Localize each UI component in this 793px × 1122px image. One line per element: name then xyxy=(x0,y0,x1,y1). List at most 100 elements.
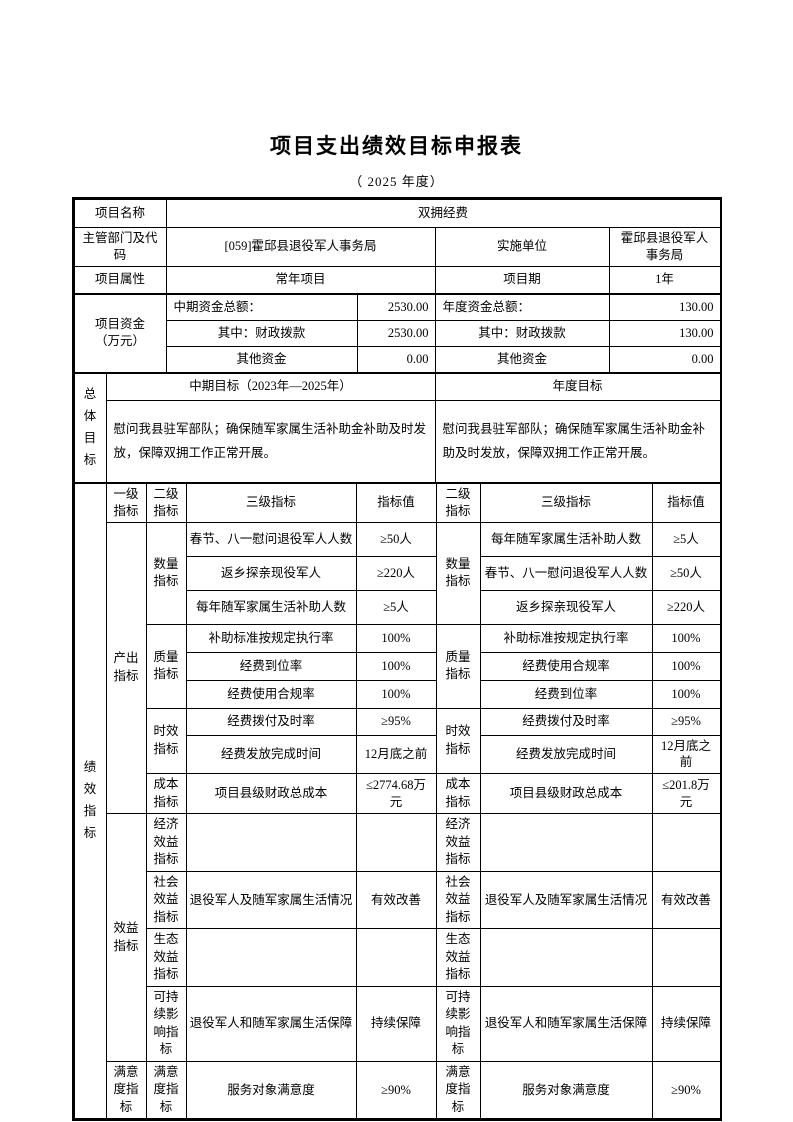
level2-ecological-right: 生态 效益 指标 xyxy=(435,928,481,987)
indicator-name-left: 退役军人和随军家属生活保障 xyxy=(185,985,357,1062)
indicator-name-right: 返乡探亲现役军人 xyxy=(479,589,653,625)
level2-quality-left: 质量 指标 xyxy=(145,623,187,709)
header-level2-left: 二级 指标 xyxy=(145,482,187,523)
indicator-value-left: 持续保障 xyxy=(355,985,437,1062)
indicator-row: 返乡探亲现役军人 ≥220人 春节、八一慰问退役军人人数 ≥50人 xyxy=(74,555,721,591)
indicator-name-left xyxy=(185,928,357,987)
indicator-row: 效益 指标 经济 效益 指标 经济 效益 指标 xyxy=(74,813,721,1062)
attr-row: 项目属性 常年项目 项目期 1年 xyxy=(73,265,721,294)
indicator-name-left: 退役军人及随军家属生活情况 xyxy=(185,870,357,930)
attr-label: 项目属性 xyxy=(73,265,167,294)
mid-fiscal-label: 其中：财政拨款 xyxy=(165,319,358,347)
basic-info-table: 项目名称 双拥经费 主管部门及代码 [059]霍邱县退役军人事务局 实施单位 霍… xyxy=(73,199,721,294)
indicator-name-left: 服务对象满意度 xyxy=(185,1060,357,1120)
impl-unit-value: 霍邱县退役军人 事务局 xyxy=(608,227,721,267)
indicator-row: 成本 指标 项目县级财政总成本 ≤2774.68万 元 成本 指标 项目县级财政… xyxy=(74,773,721,815)
indicator-row: 可持 续影 响指 标 退役军人和随军家属生活保障 持续保障 可持 续影 响指 标… xyxy=(74,985,721,1062)
mid-other-value: 0.00 xyxy=(356,345,436,373)
indicator-row: 经费发放完成时间 12月底之前 经费发放完成时间 12月底之 前 xyxy=(74,734,721,775)
indicator-value-left: ≥95% xyxy=(355,707,437,736)
indicator-row: 生态 效益 指标 生态 效益 指标 xyxy=(74,928,721,987)
indicator-name-right: 经费到位率 xyxy=(479,679,653,709)
level2-quantity-left: 数量 指标 xyxy=(145,521,187,625)
indicator-value-right: 100% xyxy=(651,651,721,681)
indicator-name-left: 经费拨付及时率 xyxy=(185,707,357,736)
form-table-wrap: 项目名称 双拥经费 主管部门及代码 [059]霍邱县退役军人事务局 实施单位 霍… xyxy=(71,197,722,1122)
year-total-value: 130.00 xyxy=(608,293,721,321)
year-goal-header: 年度目标 xyxy=(434,372,721,401)
indicator-value-left: ≥5人 xyxy=(355,589,437,625)
year-fiscal-label: 其中：财政拨款 xyxy=(434,319,610,347)
level2-quantity-right: 数量 指标 xyxy=(435,521,481,625)
level2-satisfaction-left: 满意 度指 标 xyxy=(145,1060,187,1120)
mid-total-label: 中期资金总额： xyxy=(165,293,358,321)
header-value-left: 指标值 xyxy=(355,482,437,523)
indicator-row: 社会 效益 指标 退役军人及随军家属生活情况 有效改善 社会 效益 指标 退役军… xyxy=(74,870,721,930)
indicator-name-right: 补助标准按规定执行率 xyxy=(479,623,653,653)
indicator-value-right: ≥50人 xyxy=(651,555,721,591)
indicator-name-left xyxy=(185,813,357,872)
indicator-name-right: 每年随军家属生活补助人数 xyxy=(479,521,653,557)
period-label: 项目期 xyxy=(434,265,610,294)
indicator-row: 质量 指标 补助标准按规定执行率 100% 质量 指标 补助标准按规定执行率 1… xyxy=(74,623,721,709)
indicator-value-left: 100% xyxy=(355,679,437,709)
indicator-value-right xyxy=(651,928,721,987)
level2-time-right: 时效 指标 xyxy=(435,707,481,775)
dept-row: 主管部门及代码 [059]霍邱县退役军人事务局 实施单位 霍邱县退役军人 事务局 xyxy=(73,227,721,267)
indicator-value-left: ≤2774.68万 元 xyxy=(355,773,437,815)
indicator-value-right: 100% xyxy=(651,679,721,709)
header-level3-left: 三级指标 xyxy=(185,482,357,523)
level2-economic-right: 经济 效益 指标 xyxy=(435,813,481,872)
indicator-value-right xyxy=(651,813,721,872)
page-title: 项目支出绩效目标申报表 xyxy=(270,135,523,158)
indicator-name-left: 每年随军家属生活补助人数 xyxy=(185,589,357,625)
goals-header-row: 总 体 目 标 中期目标（2023年—2025年） 年度目标 xyxy=(73,372,721,483)
goals-table: 总 体 目 标 中期目标（2023年—2025年） 年度目标 慰问我县驻军部队；… xyxy=(73,372,721,483)
indicator-name-right: 退役军人和随军家属生活保障 xyxy=(479,985,653,1062)
goals-text-row: 慰问我县驻军部队；确保随军家属生活补助金补助及时发放，保障双拥工作正常开展。 慰… xyxy=(74,399,721,483)
dept-label: 主管部门及代码 xyxy=(73,227,167,267)
indicator-value-left: 有效改善 xyxy=(355,870,437,930)
indicator-value-right: 持续保障 xyxy=(651,985,721,1062)
year-subtitle: （ 2025 年度） xyxy=(349,174,444,189)
header-level1: 一级 指标 xyxy=(105,482,147,523)
header-level2-right: 二级 指标 xyxy=(435,482,481,523)
level1-satisfaction-cell: 满意 度指 标 xyxy=(105,1060,147,1120)
period-value: 1年 xyxy=(608,265,721,294)
indicator-value-left: 100% xyxy=(355,623,437,653)
level2-satisfaction-right: 满意 度指 标 xyxy=(435,1060,481,1120)
indicator-name-left: 经费到位率 xyxy=(185,651,357,681)
indicator-value-right: ≥220人 xyxy=(651,589,721,625)
indicator-name-left: 返乡探亲现役军人 xyxy=(185,555,357,591)
year-other-value: 0.00 xyxy=(608,345,721,373)
year-other-label: 其他资金 xyxy=(434,345,610,373)
year-goal-text: 慰问我县驻军部队；确保随军家属生活补助金补助及时发放，保障双拥工作正常开展。 xyxy=(434,399,721,483)
indicator-row: 经费到位率 100% 经费使用合规率 100% xyxy=(74,651,721,681)
level2-cost-left: 成本 指标 xyxy=(145,773,187,815)
mid-goal-header: 中期目标（2023年—2025年） xyxy=(105,372,436,401)
project-name-row: 项目名称 双拥经费 xyxy=(73,199,721,228)
level1-output-cell: 产出 指标 xyxy=(105,521,147,815)
indicator-value-right: ≥5人 xyxy=(651,521,721,557)
indicator-value-left: ≥220人 xyxy=(355,555,437,591)
level2-quality-right: 质量 指标 xyxy=(435,623,481,709)
impl-unit-label: 实施单位 xyxy=(434,227,610,267)
indicator-name-left: 项目县级财政总成本 xyxy=(185,773,357,815)
indicators-table: 绩 效 指 标 一级 指标 二级 指标 三级指标 指标值 二级 指标 三级指标 … xyxy=(73,482,721,1120)
indicator-header-row: 绩 效 指 标 一级 指标 二级 指标 三级指标 指标值 二级 指标 三级指标 … xyxy=(73,482,721,1120)
indicator-name-right xyxy=(479,813,653,872)
indicator-name-right: 经费使用合规率 xyxy=(479,651,653,681)
funding-table: 项目资金 （万元） 中期资金总额： 2530.00 年度资金总额： 130.00… xyxy=(73,293,721,373)
level2-time-left: 时效 指标 xyxy=(145,707,187,775)
indicator-value-left xyxy=(355,928,437,987)
indicator-value-left: ≥90% xyxy=(355,1060,437,1120)
indicator-name-right xyxy=(479,928,653,987)
indicator-name-right: 项目县级财政总成本 xyxy=(479,773,653,815)
indicator-value-left: ≥50人 xyxy=(355,521,437,557)
level2-sustain-left: 可持 续影 响指 标 xyxy=(145,985,187,1062)
level2-economic-left: 经济 效益 指标 xyxy=(145,813,187,872)
indicator-row: 经费使用合规率 100% 经费到位率 100% xyxy=(74,679,721,709)
indicator-name-left: 春节、八一慰问退役军人人数 xyxy=(185,521,357,557)
indicator-row: 产出 指标 数量 指标 春节、八一慰问退役军人人数 ≥50人 数量 指标 每年随… xyxy=(74,521,721,815)
